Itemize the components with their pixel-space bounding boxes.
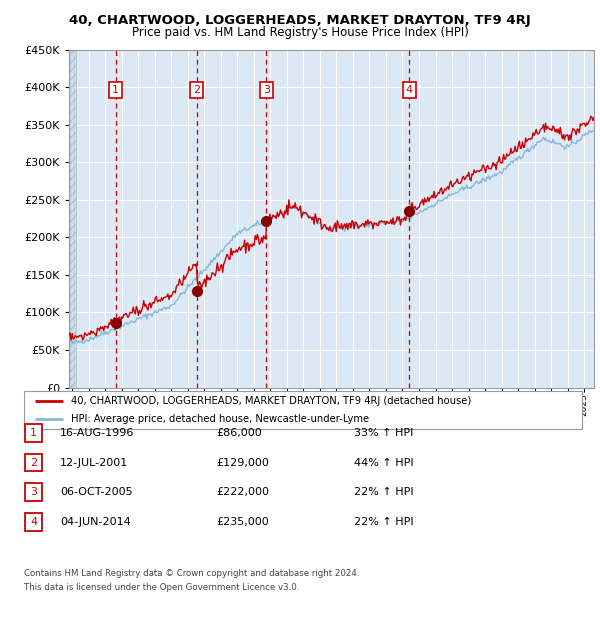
FancyBboxPatch shape: [25, 513, 42, 531]
Text: 3: 3: [263, 85, 270, 95]
FancyBboxPatch shape: [25, 424, 42, 441]
Text: £235,000: £235,000: [216, 517, 269, 527]
Text: £222,000: £222,000: [216, 487, 269, 497]
Text: 1: 1: [30, 428, 37, 438]
FancyBboxPatch shape: [25, 454, 42, 471]
Text: £129,000: £129,000: [216, 458, 269, 467]
Text: 4: 4: [30, 517, 37, 527]
Text: 22% ↑ HPI: 22% ↑ HPI: [354, 517, 413, 527]
Text: 06-OCT-2005: 06-OCT-2005: [60, 487, 133, 497]
Bar: [69, 50, 76, 388]
Text: 2: 2: [193, 85, 200, 95]
Text: Price paid vs. HM Land Registry's House Price Index (HPI): Price paid vs. HM Land Registry's House …: [131, 26, 469, 39]
Text: 40, CHARTWOOD, LOGGERHEADS, MARKET DRAYTON, TF9 4RJ: 40, CHARTWOOD, LOGGERHEADS, MARKET DRAYT…: [69, 14, 531, 27]
Text: HPI: Average price, detached house, Newcastle-under-Lyme: HPI: Average price, detached house, Newc…: [71, 414, 370, 425]
Text: 33% ↑ HPI: 33% ↑ HPI: [354, 428, 413, 438]
Text: 22% ↑ HPI: 22% ↑ HPI: [354, 487, 413, 497]
Text: 16-AUG-1996: 16-AUG-1996: [60, 428, 134, 438]
Text: 1: 1: [112, 85, 119, 95]
FancyBboxPatch shape: [25, 484, 42, 501]
Text: This data is licensed under the Open Government Licence v3.0.: This data is licensed under the Open Gov…: [24, 583, 299, 592]
Text: 44% ↑ HPI: 44% ↑ HPI: [354, 458, 413, 467]
Text: 2: 2: [30, 458, 37, 467]
Text: 3: 3: [30, 487, 37, 497]
Text: 4: 4: [406, 85, 413, 95]
Text: 12-JUL-2001: 12-JUL-2001: [60, 458, 128, 467]
Text: Contains HM Land Registry data © Crown copyright and database right 2024.: Contains HM Land Registry data © Crown c…: [24, 569, 359, 578]
Text: 04-JUN-2014: 04-JUN-2014: [60, 517, 131, 527]
Text: 40, CHARTWOOD, LOGGERHEADS, MARKET DRAYTON, TF9 4RJ (detached house): 40, CHARTWOOD, LOGGERHEADS, MARKET DRAYT…: [71, 396, 472, 406]
Text: £86,000: £86,000: [216, 428, 262, 438]
